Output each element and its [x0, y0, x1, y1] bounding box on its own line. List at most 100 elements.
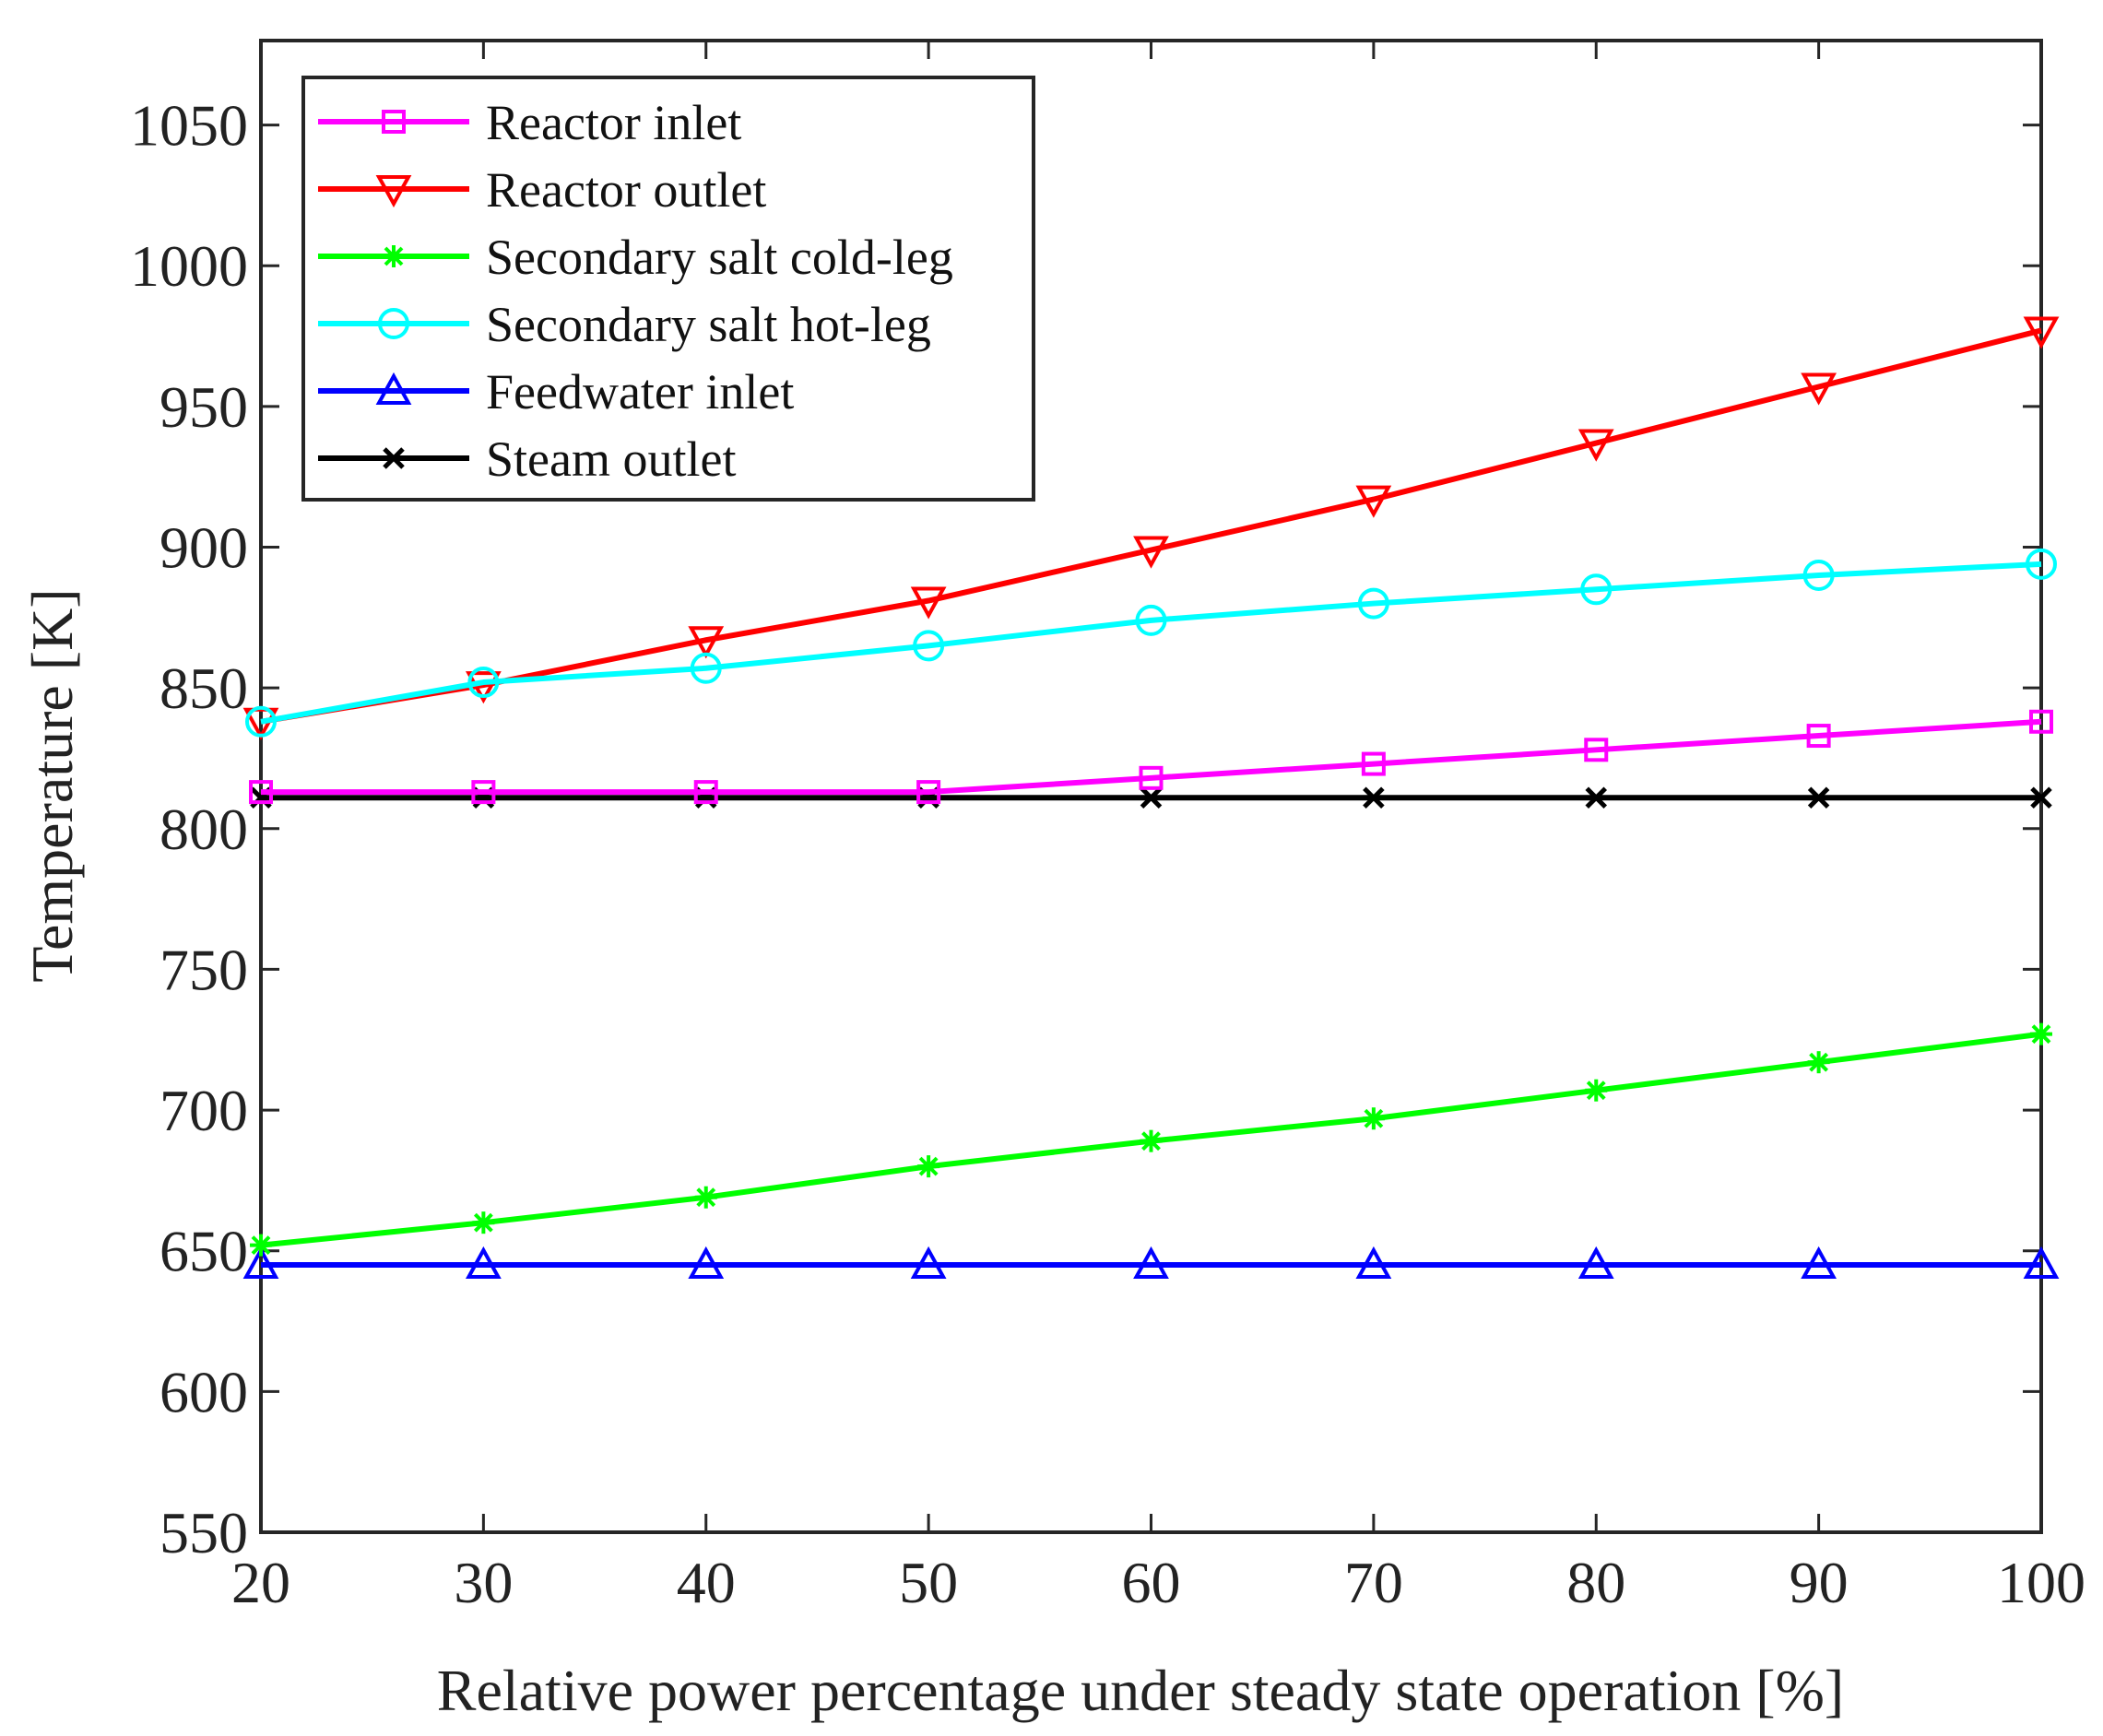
data-point-secondary-salt-hot-leg: [690, 652, 722, 684]
data-point-reactor-inlet: [1139, 765, 1164, 790]
data-point-steam-outlet: [1807, 786, 1830, 809]
data-point-reactor-inlet: [1806, 724, 1831, 749]
data-point-secondary-salt-hot-leg: [1802, 560, 1835, 592]
data-point-secondary-salt-hot-leg: [913, 630, 945, 662]
data-point-secondary-salt-cold-leg: [1585, 1079, 1608, 1102]
data-point-secondary-salt-cold-leg: [917, 1155, 940, 1178]
data-point-feedwater-inlet: [1133, 1246, 1169, 1279]
x-axis: 20 30 40 50 60 70 80 90 100: [231, 41, 2085, 1615]
legend-entry-secondary-salt-hot-leg: Secondary salt hot-leg: [318, 297, 931, 352]
data-point-secondary-salt-hot-leg: [2026, 548, 2057, 580]
data-point-secondary-salt-hot-leg: [1135, 604, 1167, 636]
series-feedwater-inlet: [242, 1246, 2060, 1279]
y-tick-label: 700: [159, 1078, 248, 1143]
y-tick-label: 1000: [130, 233, 248, 299]
data-point-reactor-inlet: [1361, 751, 1386, 776]
data-point-feedwater-inlet: [688, 1246, 725, 1279]
series-layer: [242, 316, 2060, 1279]
x-tick-label: 100: [1997, 1550, 2085, 1615]
y-tick-label: 800: [159, 797, 248, 862]
legend-label: Secondary salt hot-leg: [486, 297, 931, 352]
data-point-secondary-salt-cold-leg: [694, 1186, 717, 1209]
data-point-steam-outlet: [1585, 786, 1608, 809]
legend-marker: [375, 372, 412, 405]
data-point-secondary-salt-cold-leg: [1362, 1107, 1385, 1130]
x-tick-label: 40: [677, 1550, 736, 1615]
y-tick-label: 650: [159, 1219, 248, 1284]
y-axis-label: Temperature [K]: [19, 588, 85, 982]
legend-entry-secondary-salt-cold-leg: Secondary salt cold-leg: [318, 230, 953, 285]
data-point-secondary-salt-hot-leg: [467, 667, 500, 699]
data-point-secondary-salt-cold-leg: [472, 1211, 495, 1234]
x-tick-label: 90: [1790, 1550, 1849, 1615]
data-point-secondary-salt-hot-leg: [1357, 587, 1389, 620]
data-point-feedwater-inlet: [2023, 1246, 2060, 1279]
legend-entry-steam-outlet: Steam outlet: [318, 431, 736, 487]
data-point-reactor-outlet: [2023, 316, 2060, 349]
x-tick-label: 70: [1344, 1550, 1403, 1615]
data-point-reactor-outlet: [688, 626, 725, 659]
data-point-reactor-outlet: [465, 671, 502, 704]
legend: Reactor inlet Reactor outlet Secondary sal…: [301, 76, 1035, 502]
data-point-feedwater-inlet: [1801, 1246, 1837, 1279]
data-point-reactor-outlet: [910, 586, 947, 620]
series-secondary-salt-hot-leg: [245, 548, 2057, 738]
legend-label: Secondary salt cold-leg: [486, 230, 953, 285]
y-tick-label: 600: [159, 1359, 248, 1424]
x-axis-label: Relative power percentage under steady s…: [437, 1658, 1844, 1723]
data-point-feedwater-inlet: [465, 1246, 502, 1279]
legend-box: [301, 76, 1035, 502]
data-point-secondary-salt-hot-leg: [245, 705, 277, 738]
data-point-steam-outlet: [1140, 786, 1163, 809]
data-point-secondary-salt-cold-leg: [1807, 1051, 1830, 1074]
data-point-reactor-outlet: [1577, 429, 1614, 462]
data-point-reactor-inlet: [249, 780, 273, 805]
x-tick-label: 60: [1122, 1550, 1181, 1615]
x-tick-label: 50: [899, 1550, 958, 1615]
y-tick-label: 1050: [130, 93, 248, 159]
legend-marker: [383, 447, 405, 469]
legend-label: Steam outlet: [486, 431, 736, 487]
series-reactor-outlet: [242, 316, 2060, 740]
legend-entry-feedwater-inlet: Feedwater inlet: [318, 364, 794, 419]
data-point-feedwater-inlet: [242, 1246, 279, 1279]
data-point-secondary-salt-cold-leg: [1140, 1129, 1163, 1152]
series-line-secondary-salt-hot-leg: [260, 561, 2042, 725]
data-point-reactor-inlet: [693, 780, 718, 805]
x-tick-label: 30: [454, 1550, 513, 1615]
data-point-reactor-inlet: [471, 780, 496, 805]
y-axis: 550 600 650 700 750 800 850 900 950 1000 1050: [130, 93, 2041, 1565]
data-point-reactor-outlet: [1133, 536, 1169, 569]
legend-label: Reactor outlet: [486, 162, 766, 218]
legend-entry-reactor-inlet: Reactor inlet: [318, 95, 741, 150]
legend-label: Reactor inlet: [486, 95, 741, 150]
data-point-feedwater-inlet: [910, 1246, 947, 1279]
series-reactor-inlet: [249, 709, 2053, 805]
series-line-reactor-inlet: [261, 718, 2042, 796]
legend-marker: [375, 175, 412, 208]
y-tick-label: 550: [159, 1500, 248, 1565]
legend-marker: [378, 308, 409, 339]
y-tick-label: 750: [159, 937, 248, 1002]
legend-marker: [382, 110, 406, 134]
data-point-reactor-outlet: [1355, 485, 1392, 518]
series-secondary-salt-cold-leg: [250, 1022, 2052, 1257]
data-point-reactor-outlet: [1801, 372, 1837, 406]
data-point-feedwater-inlet: [1355, 1246, 1392, 1279]
x-tick-label: 80: [1566, 1550, 1625, 1615]
data-point-feedwater-inlet: [1577, 1246, 1614, 1279]
series-line-reactor-outlet: [260, 327, 2042, 725]
data-point-secondary-salt-hot-leg: [1580, 573, 1613, 606]
legend-label: Feedwater inlet: [486, 364, 794, 419]
legend-entry-reactor-outlet: Reactor outlet: [318, 162, 766, 218]
y-tick-label: 950: [159, 374, 248, 440]
legend-marker: [383, 245, 405, 267]
data-point-reactor-inlet: [2029, 709, 2053, 734]
data-point-steam-outlet: [1363, 786, 1385, 809]
data-point-reactor-inlet: [1584, 738, 1609, 762]
data-point-reactor-inlet: [916, 780, 941, 805]
data-point-secondary-salt-cold-leg: [250, 1234, 272, 1257]
x-tick-label: 20: [231, 1550, 290, 1615]
data-point-secondary-salt-cold-leg: [2030, 1022, 2052, 1045]
